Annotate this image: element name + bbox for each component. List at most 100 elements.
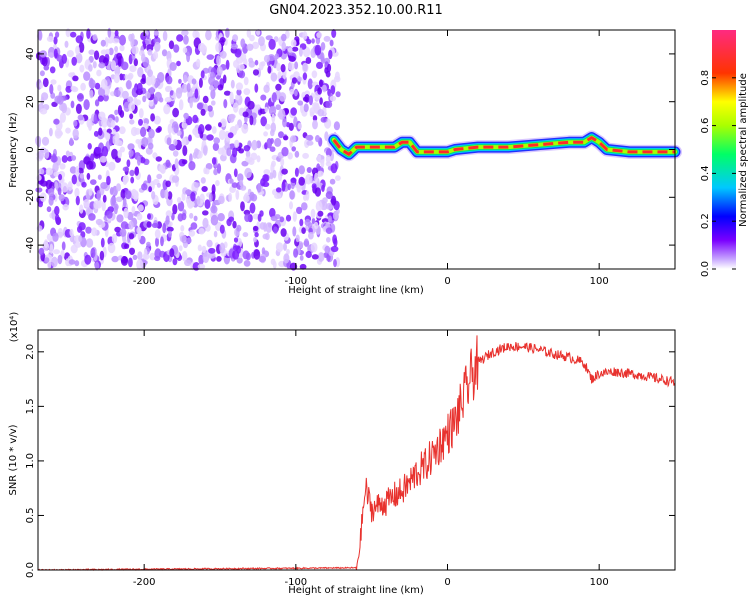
noise-blob [54, 181, 58, 189]
noise-blob [55, 31, 60, 38]
noise-blob [52, 162, 59, 173]
noise-blob [329, 178, 336, 185]
noise-blob [165, 180, 171, 188]
noise-blob [119, 110, 125, 118]
noise-blob [122, 197, 127, 208]
noise-blob [215, 42, 222, 53]
noise-blob [241, 123, 249, 134]
noise-blob [306, 140, 314, 146]
noise-blob [312, 119, 318, 130]
noise-blob [69, 228, 74, 237]
noise-blob [106, 175, 111, 186]
spectrogram-noise-layer [35, 27, 341, 271]
noise-blob [40, 96, 45, 105]
noise-blob [269, 172, 274, 180]
noise-blob [304, 218, 311, 226]
noise-blob [185, 189, 193, 195]
noise-blob [116, 214, 124, 223]
noise-blob [315, 200, 323, 212]
noise-blob [263, 84, 270, 94]
spectrogram-x-ticks: -200 -100 0 100 [133, 30, 609, 287]
noise-blob [232, 34, 239, 42]
noise-blob [324, 245, 331, 254]
noise-blob [169, 90, 174, 96]
noise-blob [287, 152, 293, 160]
spectrogram-x-axis-label: Height of straight line (km) [288, 285, 424, 296]
noise-blob [211, 201, 216, 212]
noise-blob [130, 176, 135, 184]
noise-blob [235, 189, 240, 200]
noise-blob [256, 155, 261, 163]
noise-blob [150, 113, 156, 122]
noise-blob [212, 142, 220, 151]
noise-blob [154, 255, 161, 262]
noise-blob [186, 82, 191, 93]
noise-blob [90, 153, 95, 162]
noise-blob [211, 184, 216, 195]
noise-blob [294, 167, 299, 177]
noise-blob [269, 146, 276, 152]
noise-blob [218, 195, 225, 205]
noise-blob [100, 182, 108, 189]
noise-blob [334, 71, 340, 81]
noise-blob [167, 123, 173, 135]
noise-blob [39, 70, 45, 77]
noise-blob [49, 243, 54, 254]
noise-blob [313, 221, 319, 230]
snr-x-tick-label: -100 [284, 577, 307, 588]
noise-blob [88, 49, 95, 55]
noise-blob [317, 170, 324, 177]
noise-blob [208, 76, 216, 86]
noise-blob [240, 185, 247, 191]
noise-blob [202, 217, 209, 229]
noise-blob [158, 164, 166, 173]
noise-blob [189, 153, 193, 164]
noise-blob [93, 200, 101, 210]
noise-blob [156, 182, 161, 188]
noise-blob [162, 222, 167, 234]
noise-blob [270, 129, 275, 137]
noise-blob [45, 179, 53, 189]
noise-blob [56, 95, 64, 105]
noise-blob [285, 214, 292, 222]
noise-blob [68, 259, 76, 265]
noise-blob [129, 113, 134, 120]
noise-blob [325, 70, 331, 78]
noise-blob [75, 103, 82, 115]
noise-blob [282, 70, 287, 80]
noise-blob [140, 126, 147, 138]
noise-blob [275, 83, 282, 91]
noise-blob [96, 190, 101, 201]
noise-blob [54, 128, 63, 139]
noise-blob [35, 187, 43, 193]
noise-blob [256, 183, 262, 193]
noise-blob [98, 127, 103, 136]
noise-blob [162, 30, 168, 42]
noise-blob [41, 55, 48, 67]
noise-blob [302, 31, 308, 40]
noise-blob [93, 130, 99, 137]
noise-blob [304, 94, 310, 103]
noise-blob [94, 261, 100, 271]
colorbar-tick-label: 0.8 [700, 70, 711, 86]
noise-blob [97, 174, 102, 180]
noise-blob [169, 248, 175, 258]
noise-blob [174, 158, 179, 170]
noise-blob [169, 62, 177, 71]
noise-blob [298, 165, 306, 175]
noise-blob [208, 247, 216, 254]
noise-blob [333, 121, 340, 131]
noise-blob [101, 146, 109, 157]
noise-blob [213, 168, 219, 176]
noise-blob [198, 42, 206, 53]
noise-blob [282, 118, 287, 128]
noise-blob [202, 95, 209, 104]
noise-blob [142, 95, 147, 103]
noise-blob [108, 161, 116, 171]
noise-blob [263, 169, 271, 175]
noise-blob [165, 159, 171, 168]
noise-blob [325, 202, 334, 210]
noise-blob [59, 163, 66, 170]
noise-blob [246, 43, 254, 51]
noise-blob [49, 84, 54, 95]
